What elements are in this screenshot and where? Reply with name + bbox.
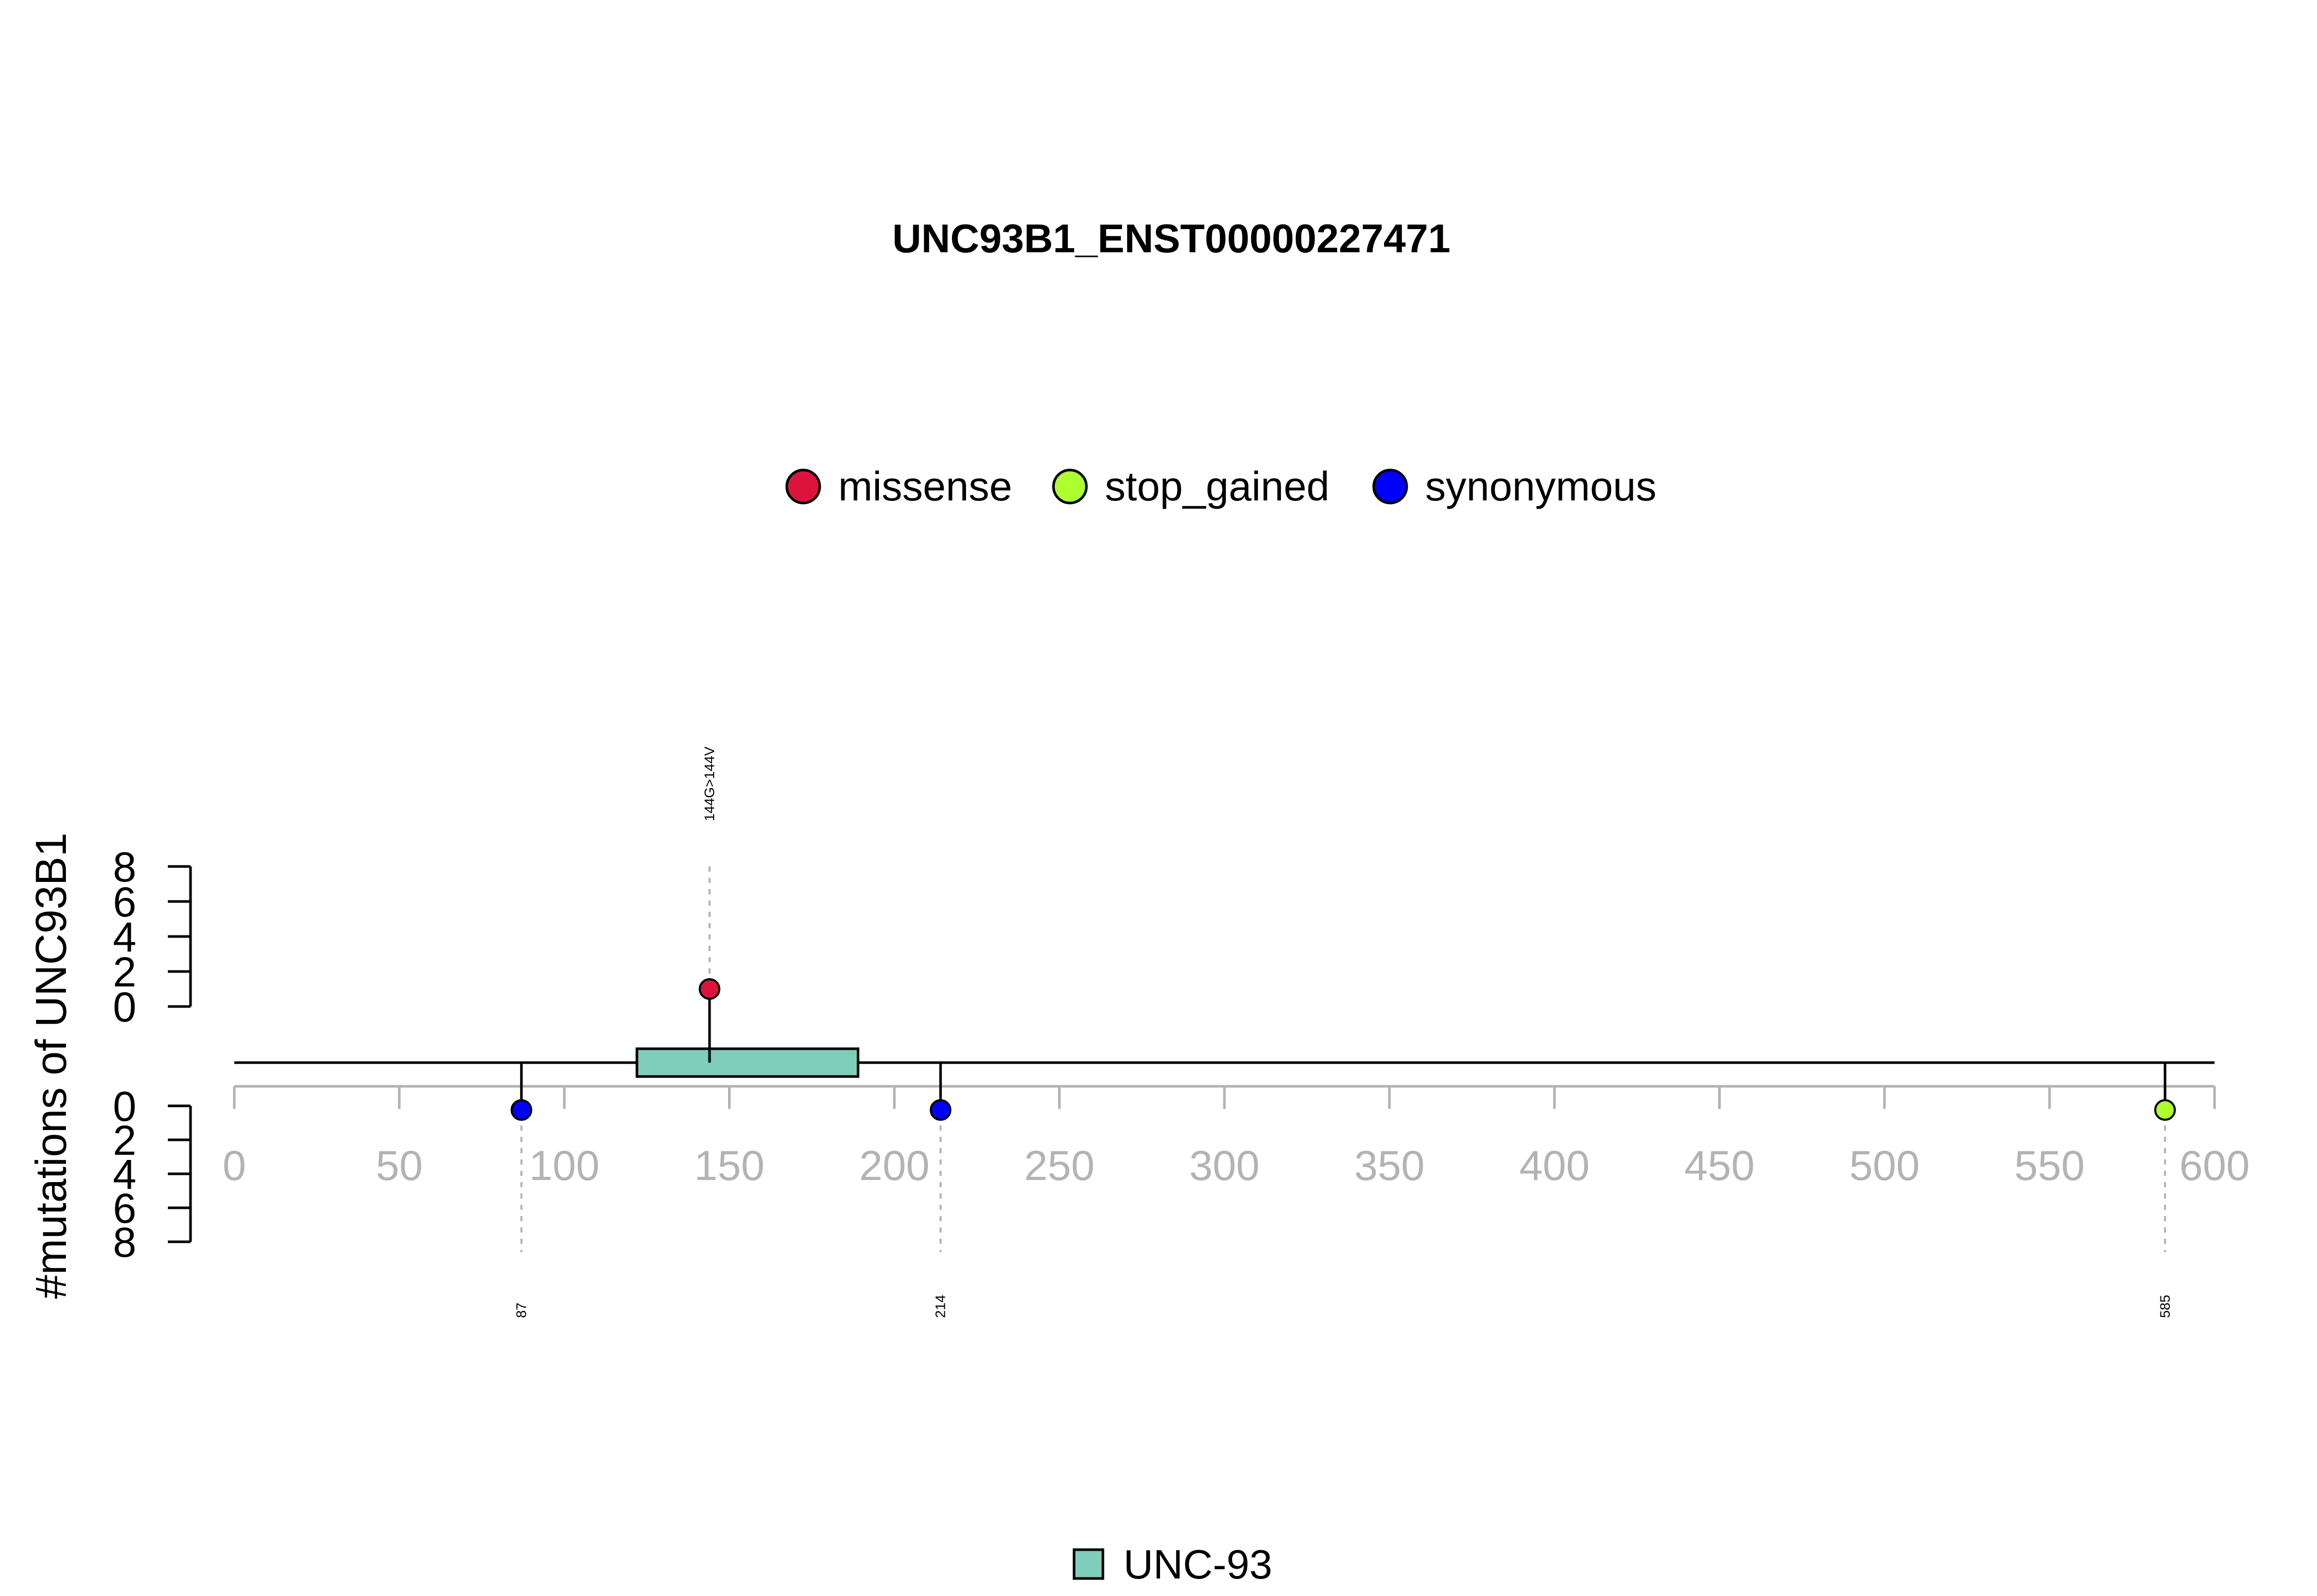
mutations-layer: 144G>144V 87 214 585	[510, 747, 2176, 1318]
mutation-point	[510, 1099, 532, 1121]
legend-marker-synonymous	[1372, 469, 1408, 505]
domain-legend-label: UNC-93	[1123, 1541, 1272, 1587]
lower-y-tick-label: 0	[113, 1083, 136, 1130]
upper-y-tick-label: 8	[113, 844, 136, 891]
mutation-label: 144G>144V	[702, 747, 717, 821]
x-tick-label: 550	[2014, 1142, 2085, 1189]
x-axis: 0 50 100 150 200 250 300 350 400 450 500 550 600	[222, 1085, 2250, 1189]
mutation-lower-585: 585	[2154, 1063, 2176, 1318]
domain-legend-entry: UNC-93	[1073, 1541, 1272, 1587]
domains-layer	[635, 1047, 859, 1078]
domain-legend: UNC-93	[1073, 1541, 1272, 1587]
mutation-point	[699, 978, 721, 1000]
mutation-label: 214	[933, 1295, 948, 1318]
legend-entry-missense: missense	[785, 463, 1012, 509]
lower-y-tick-label: 4	[113, 1151, 136, 1198]
upper-y-tick-label: 6	[113, 879, 136, 926]
chart-title: UNC93B1_ENST00000227471	[892, 216, 1450, 261]
x-tick-label: 600	[2180, 1142, 2250, 1189]
legend-marker-stop_gained	[1052, 469, 1088, 505]
legend-label-missense: missense	[838, 463, 1012, 509]
mutation-legend: missense stop_gained synonymous	[785, 463, 1656, 509]
mutation-lower-87: 87	[510, 1063, 532, 1318]
mutation-point	[2154, 1099, 2176, 1121]
upper-y-tick-label: 0	[113, 984, 136, 1031]
domain-UNC-93	[635, 1047, 859, 1078]
legend-label-synonymous: synonymous	[1425, 463, 1656, 509]
mutation-point	[929, 1099, 952, 1121]
x-tick-label: 350	[1354, 1142, 1425, 1189]
domain-legend-marker	[1073, 1548, 1104, 1580]
legend-label-stop_gained: stop_gained	[1105, 463, 1329, 509]
mutation-label: 585	[2157, 1295, 2173, 1318]
upper-y-tick-label: 2	[113, 949, 136, 996]
lower-y-tick-label: 8	[113, 1219, 136, 1266]
y-axis-label: #mutations of UNC93B1	[27, 832, 75, 1299]
x-tick-label: 200	[859, 1142, 930, 1189]
x-tick-label: 450	[1684, 1142, 1755, 1189]
x-tick-label: 0	[222, 1142, 246, 1189]
mutation-lower-214: 214	[929, 1063, 952, 1318]
legend-marker-missense	[785, 469, 821, 505]
x-tick-label: 500	[1849, 1142, 1920, 1189]
mutation-label: 87	[514, 1303, 529, 1318]
legend-entry-stop_gained: stop_gained	[1052, 463, 1329, 509]
x-tick-label: 150	[694, 1142, 765, 1189]
lower-y-tick-label: 2	[113, 1117, 136, 1164]
x-tick-label: 100	[529, 1142, 600, 1189]
mutation-upper-144: 144G>144V	[699, 747, 721, 1063]
lower-y-tick-label: 6	[113, 1185, 136, 1232]
x-tick-label: 400	[1519, 1142, 1590, 1189]
x-tick-label: 300	[1189, 1142, 1260, 1189]
x-tick-label: 250	[1024, 1142, 1095, 1189]
upper-y-tick-label: 4	[113, 914, 136, 961]
legend-entry-synonymous: synonymous	[1372, 463, 1656, 509]
x-tick-label: 50	[376, 1142, 423, 1189]
